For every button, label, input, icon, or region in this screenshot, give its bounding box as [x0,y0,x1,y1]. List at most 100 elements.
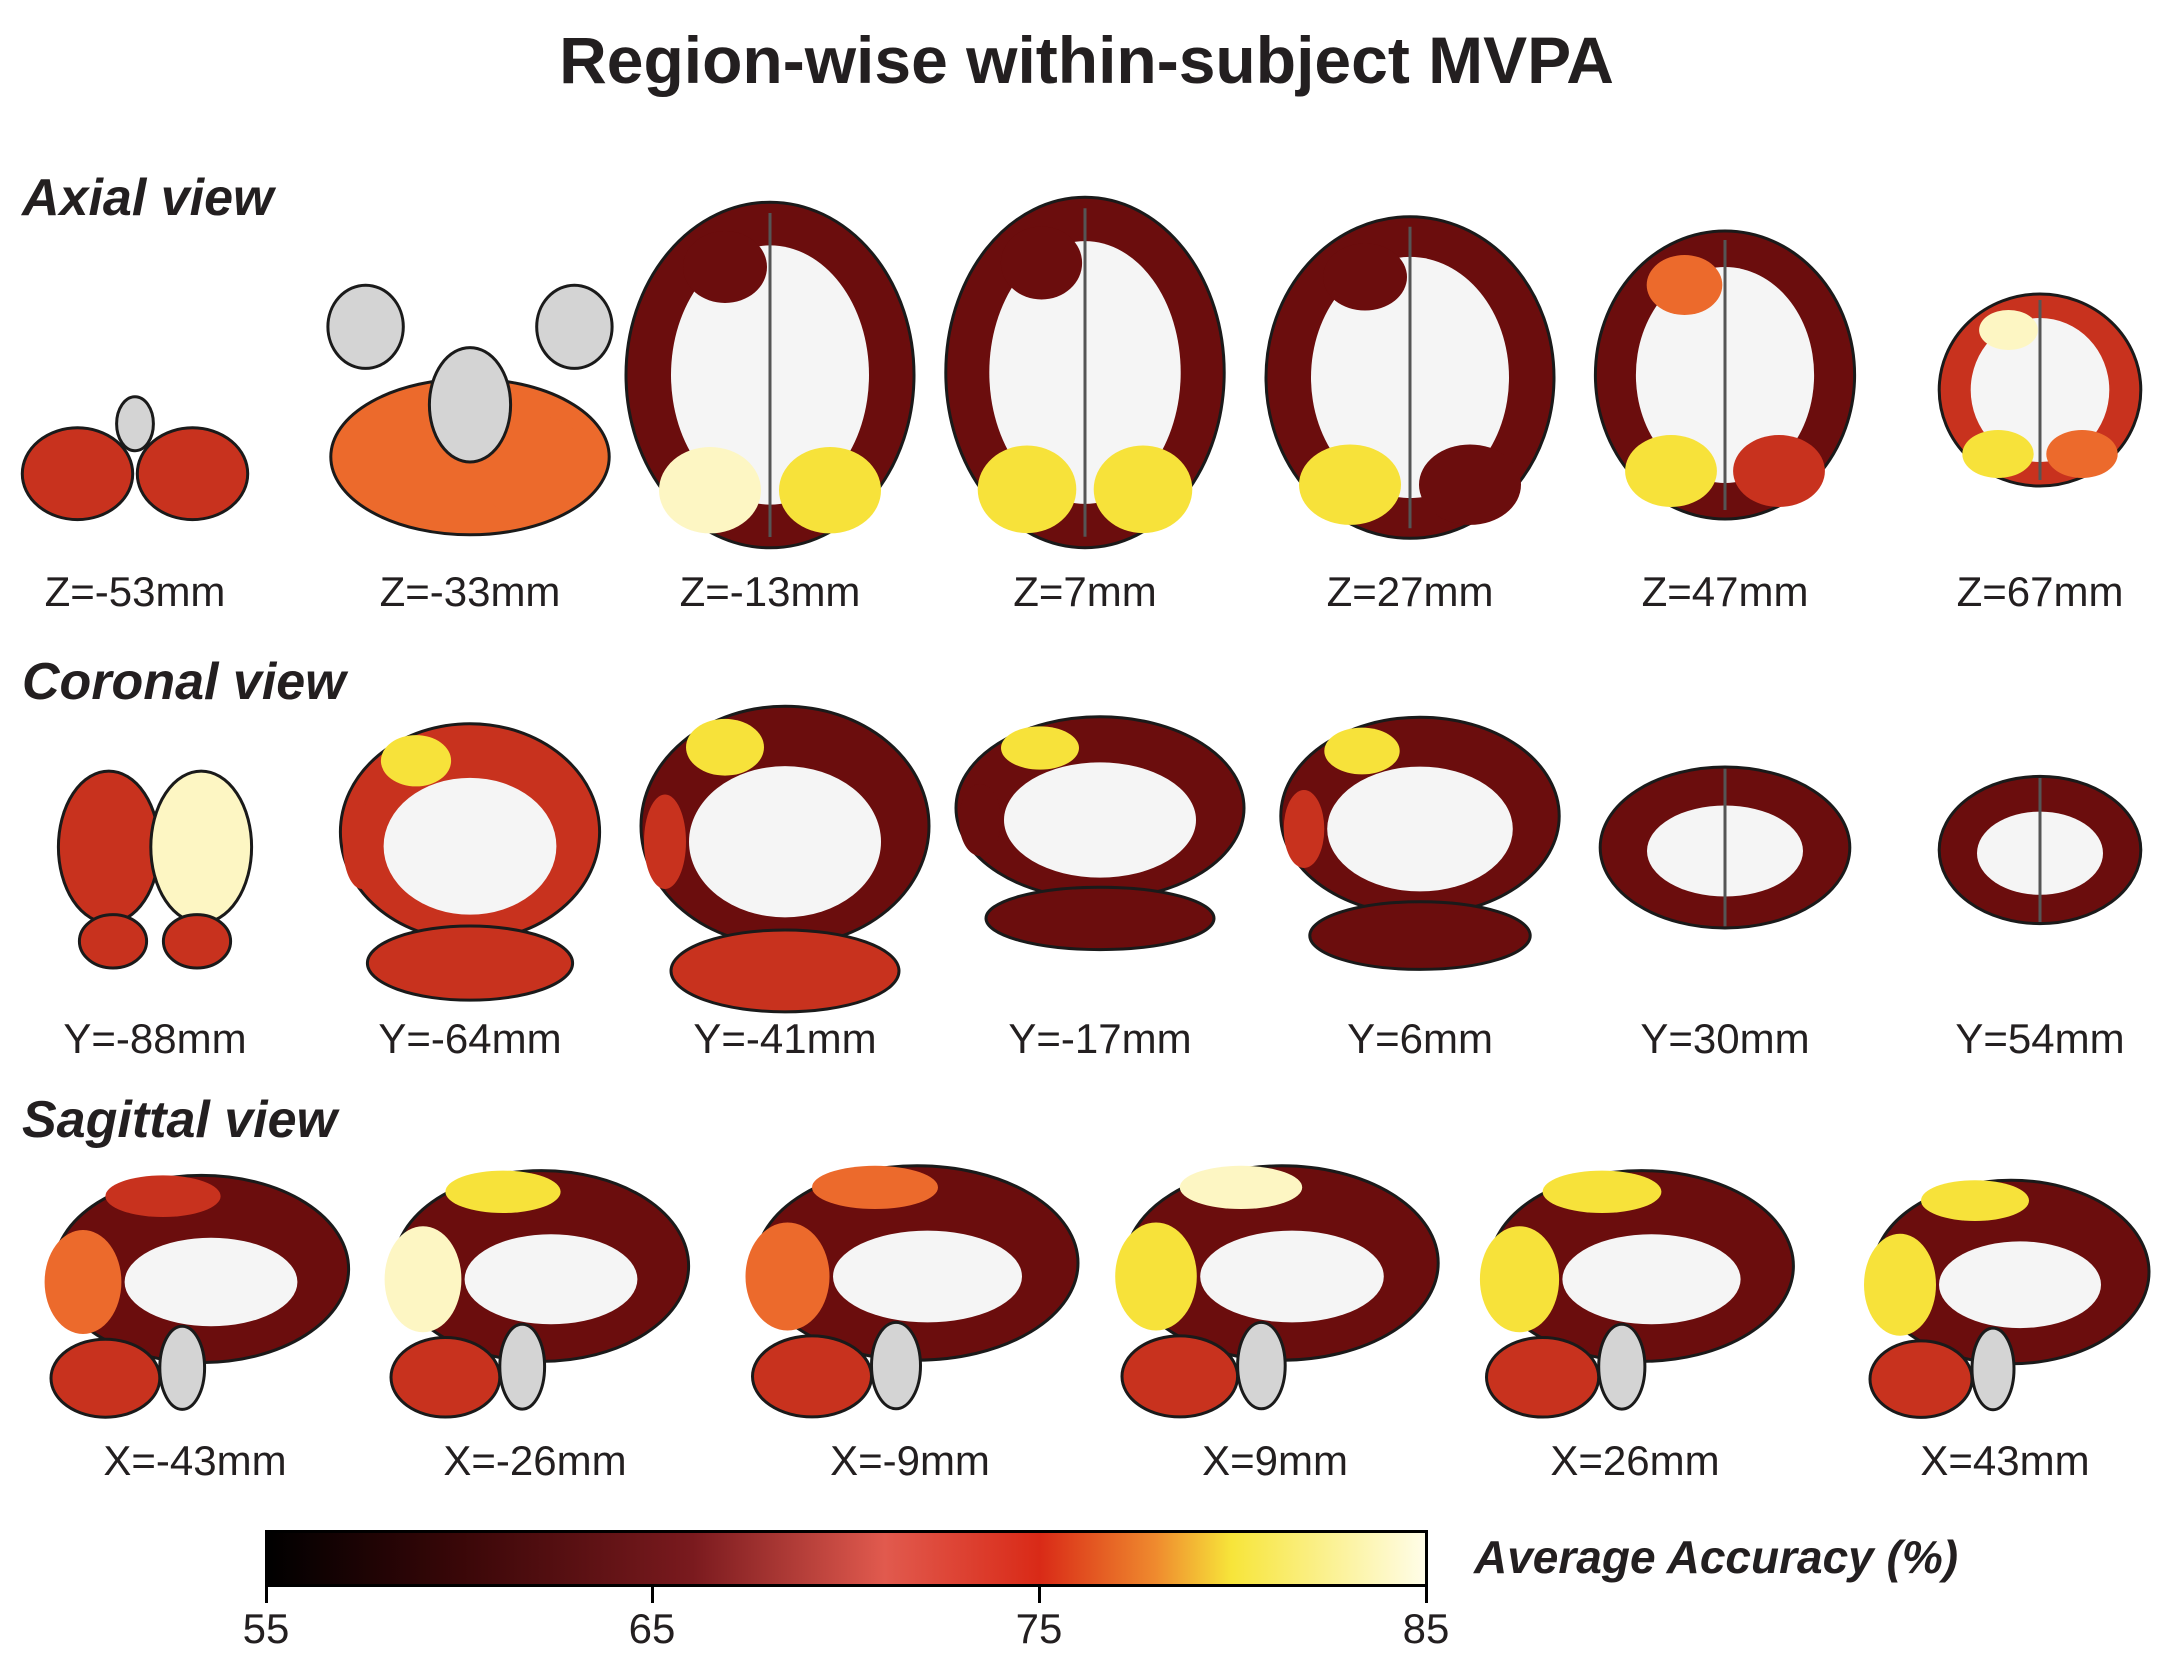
coronal-slice-7: Y=54mm [1935,770,2145,1070]
brain-slice-image [56,769,254,970]
parietal-region [1542,1170,1662,1213]
brain-slice-image [639,704,931,1014]
axial-slice-5: Z=27mm [1260,210,1560,630]
brainstem [1970,1326,2016,1412]
accuracy-colorbar [265,1530,1428,1587]
white-matter [689,766,881,918]
left-cerebellum [20,426,135,522]
axial-view-label: Axial view [22,169,274,227]
white-matter [383,777,557,915]
white-matter [1004,762,1196,878]
sagittal-slice-1: X=-43mm [35,1165,355,1495]
slice-label: X=26mm [1550,1437,1720,1484]
axial-slice-2: Z=-33mm [325,280,615,630]
slice-label: X=9mm [1202,1437,1348,1484]
colorbar-title: Average Accuracy (%) [1474,1531,1959,1583]
coronal-view-label: Coronal view [22,653,346,711]
occipital-region [1115,1222,1197,1331]
brain-slice-image [44,1173,351,1419]
occipital-left [977,445,1077,534]
occipital-right [779,447,881,534]
parietal-region [1179,1165,1303,1209]
sagittal-slice-2: X=-26mm [375,1160,695,1495]
superior-region [1324,727,1400,775]
slice-label: X=-26mm [443,1437,627,1484]
slice-label: Y=54mm [1955,1015,2125,1062]
brainstem [115,395,155,453]
pons [427,346,513,464]
frontal-region [683,231,767,303]
brain-slice-image [745,1164,1080,1419]
slice-label: X=-43mm [103,1437,287,1484]
slice-label: Z=67mm [1956,568,2124,615]
brain-slice-image [944,195,1226,550]
brain-slice-image [1264,215,1556,540]
slice-label: Z=-33mm [379,568,561,615]
sagittal-slice-6: X=43mm [1855,1170,2155,1495]
brainstem [870,1320,922,1411]
lateral-region [343,803,381,889]
brain-slice-image [1937,292,2143,488]
colorbar-tick-label: 65 [628,1605,676,1652]
coronal-slice-6: Y=30mm [1595,760,1855,1070]
slice-label: X=-9mm [830,1437,990,1484]
brain-slice-image [1598,765,1852,930]
parietal-region [105,1175,221,1217]
white-matter [1327,766,1513,892]
axial-slice-4: Z=7mm [940,190,1230,630]
superior-region [686,718,764,776]
axial-slice-1: Z=-53mm [20,390,250,630]
lower-region [669,928,901,1014]
brain-slice-image [1864,1178,2151,1419]
axial-slice-6: Z=47mm [1590,225,1860,630]
cerebellum [751,1334,873,1419]
occipital-region [1479,1226,1560,1333]
parietal-region [812,1165,938,1209]
brain-slice-image [954,715,1246,952]
sagittal-slice-4: X=9mm [1105,1155,1445,1495]
slice-label: Y=-88mm [63,1015,247,1062]
slice-label: Z=27mm [1326,568,1494,615]
colorbar-tick-label: 55 [242,1605,290,1652]
figure-title: Region-wise within-subject MVPA [559,23,1614,97]
colorbar-tick [651,1587,654,1603]
occipital-left [659,447,761,534]
coronal-slice-2: Y=-64mm [335,718,605,1070]
occipital-right [1093,445,1193,534]
coronal-slice-3: Y=-41mm [635,700,935,1070]
slice-label: Z=-53mm [44,568,226,615]
superior-region [380,735,452,787]
superior-region [1001,726,1079,770]
coronal-slice-5: Y=6mm [1275,712,1565,1070]
brain-slice-image [1115,1164,1440,1419]
lateral-region [644,794,686,889]
sagittal-slice-3: X=-9mm [735,1155,1085,1495]
left-occipital [56,769,161,925]
brain-slice-image [1279,715,1561,971]
lower-region [984,885,1216,952]
occipital-left [1962,430,2034,478]
cerebellum [1868,1339,1974,1419]
right-cerebellum [135,426,250,522]
coronal-slice-1: Y=-88mm [50,765,260,1070]
frontal-region [1979,310,2038,350]
occipital-left [1625,435,1717,507]
occipital-region [745,1222,830,1331]
frontal-region [1323,243,1407,311]
right-temporal-lobe [535,283,614,370]
white-matter [1562,1234,1741,1325]
brain-slice-image [326,283,614,537]
right-occipital [149,769,254,925]
cerebellum [389,1336,502,1419]
frontal-region [1646,255,1723,315]
occipital-right [1733,435,1825,507]
right-cerebellum-region [475,415,592,520]
brainstem [1236,1320,1287,1411]
slice-label: Y=-64mm [378,1015,562,1062]
lateral-region [959,784,1001,856]
brainstem [1597,1322,1647,1411]
brain-slice-image [384,1169,691,1419]
slice-label: Y=-41mm [693,1015,877,1062]
colorbar-tick-label: 85 [1402,1605,1450,1652]
frontal-region [1000,226,1083,300]
